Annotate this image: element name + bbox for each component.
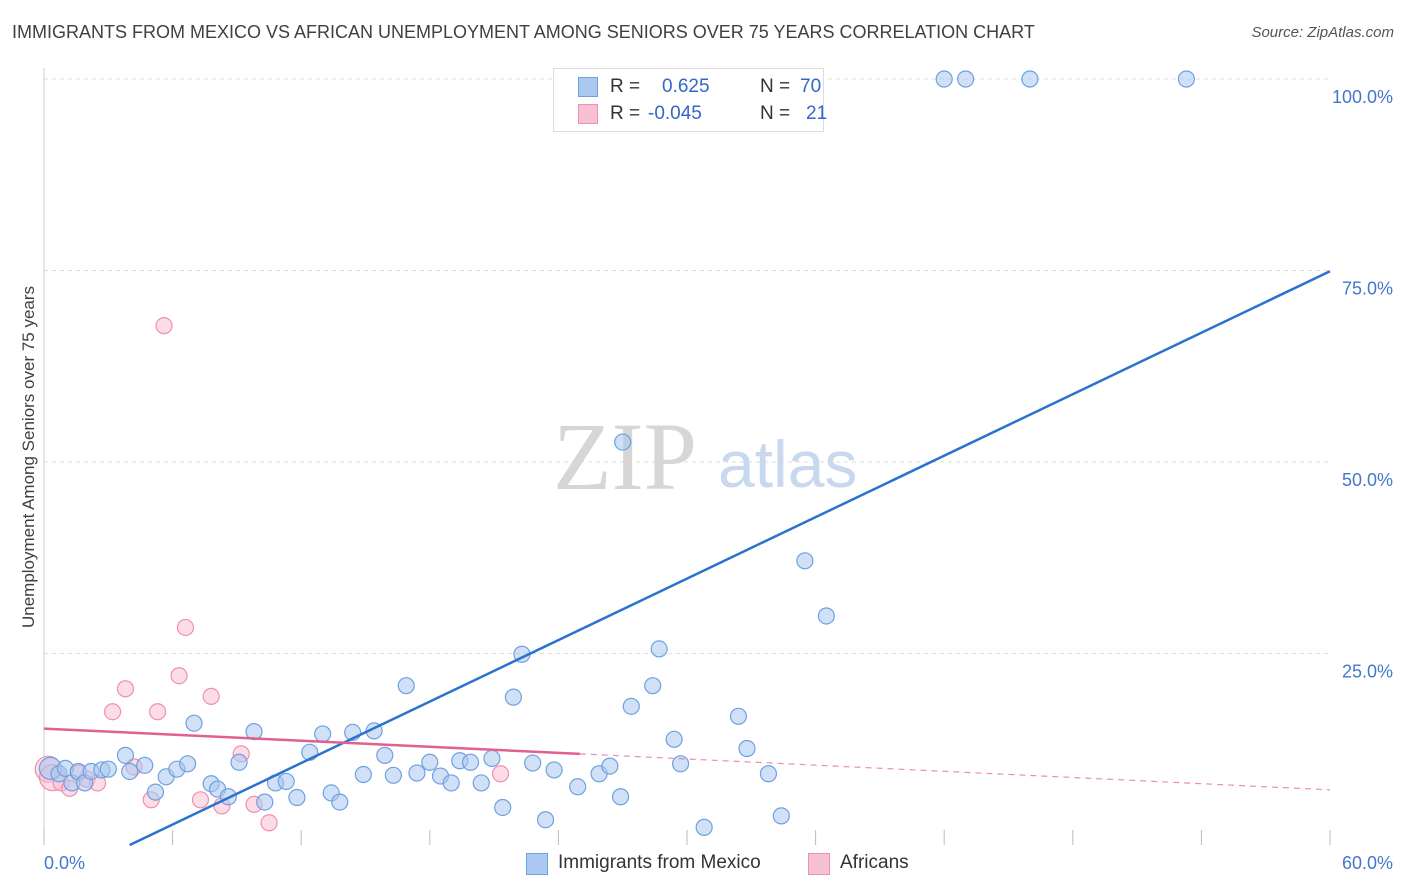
data-point-mexico — [644, 677, 662, 695]
data-point-mexico — [738, 739, 756, 758]
legend-swatch-blue — [578, 77, 598, 97]
data-point-africans — [176, 618, 195, 637]
data-point-mexico — [179, 755, 197, 773]
legend-swatch-blue — [526, 853, 548, 875]
chart-title: IMMIGRANTS FROM MEXICO VS AFRICAN UNEMPL… — [12, 22, 1035, 42]
data-point-mexico — [185, 714, 203, 732]
legend-swatch-pink — [808, 853, 830, 875]
data-point-mexico — [729, 707, 748, 725]
data-point-mexico — [442, 774, 460, 792]
data-point-mexico — [331, 793, 349, 811]
bottom-legend-label: Immigrants from Mexico — [558, 852, 761, 873]
data-point-mexico — [622, 697, 640, 715]
data-point-mexico — [146, 783, 165, 801]
legend-n-label: N = — [760, 76, 791, 97]
watermark-zip: ZIP — [553, 403, 697, 510]
data-point-mexico — [288, 788, 306, 807]
data-point-mexico — [671, 755, 690, 773]
data-point-mexico — [116, 746, 135, 764]
data-point-mexico — [695, 818, 713, 836]
legend-r-label: R = — [610, 103, 641, 124]
data-point-mexico — [504, 688, 522, 706]
legend-n-value: 70 — [800, 76, 822, 97]
data-point-mexico — [494, 798, 512, 817]
data-point-mexico — [421, 753, 439, 771]
data-point-africans — [103, 703, 122, 721]
series-africans — [34, 317, 510, 832]
data-point-africans — [170, 667, 188, 685]
trend-line-africans — [43, 727, 580, 756]
data-point-africans — [202, 687, 220, 705]
correlation-legend: R = 0.625 N = 70 R = -0.045 N = 21 — [553, 68, 828, 132]
legend-n-label: N = — [760, 103, 791, 124]
legend-r-label: R = — [610, 76, 641, 97]
bottom-legend-label: Africans — [840, 852, 909, 873]
data-point-mexico — [759, 765, 778, 783]
trend-line-mexico — [129, 270, 1331, 847]
data-point-africans — [191, 791, 210, 809]
data-point-mexico — [817, 607, 835, 625]
data-point-mexico — [796, 552, 814, 570]
y-tick-label: 50.0% — [1342, 470, 1393, 490]
data-point-africans — [116, 680, 135, 698]
data-point-africans — [155, 317, 173, 335]
x-tick-label-max: 60.0% — [1342, 853, 1393, 873]
data-point-mexico — [230, 753, 248, 771]
data-point-mexico — [483, 749, 501, 768]
x-tick-label-min: 0.0% — [44, 853, 85, 873]
data-point-mexico — [772, 807, 790, 825]
legend-swatch-pink — [578, 104, 598, 124]
watermark-atlas: atlas — [718, 427, 857, 501]
trend-lines — [43, 270, 1331, 847]
data-point-mexico — [1177, 70, 1195, 88]
data-point-mexico — [569, 778, 587, 796]
y-tick-label: 100.0% — [1332, 87, 1393, 107]
tick-labels: 25.0% 50.0% 75.0% 100.0% 0.0% 60.0% — [44, 87, 1393, 873]
data-point-mexico — [1021, 70, 1039, 88]
source-label: Source: ZipAtlas.com — [1251, 24, 1394, 41]
data-point-mexico — [136, 756, 154, 774]
data-point-mexico — [472, 774, 490, 792]
legend-n-value: 21 — [806, 103, 828, 124]
data-point-mexico — [408, 764, 426, 782]
data-point-mexico — [536, 811, 555, 829]
trend-line-africans-extension — [579, 753, 1331, 791]
data-point-mexico — [314, 725, 332, 743]
data-point-africans — [491, 765, 510, 783]
data-point-africans — [148, 703, 167, 721]
data-point-mexico — [935, 70, 953, 88]
data-point-mexico — [957, 70, 975, 88]
data-point-mexico — [376, 746, 394, 764]
data-point-mexico — [601, 757, 619, 775]
data-point-mexico — [545, 761, 563, 779]
data-point-mexico — [397, 677, 415, 695]
data-point-mexico — [461, 753, 480, 771]
data-point-mexico — [277, 772, 295, 791]
data-point-mexico — [354, 765, 372, 784]
legend-r-value: 0.625 — [662, 76, 710, 97]
y-tick-label: 75.0% — [1342, 279, 1393, 299]
data-point-mexico — [524, 754, 542, 772]
data-point-mexico — [650, 640, 668, 658]
series-immigrants-from-mexico — [38, 70, 1195, 836]
data-point-mexico — [614, 433, 632, 451]
y-tick-label: 25.0% — [1342, 662, 1393, 682]
data-point-mexico — [256, 793, 274, 811]
axis-ticks — [43, 830, 1331, 845]
data-point-mexico — [665, 730, 683, 748]
legend-r-value: -0.045 — [648, 103, 702, 124]
data-point-africans — [260, 814, 278, 832]
data-point-mexico — [384, 766, 402, 784]
data-point-mexico — [99, 760, 117, 778]
data-point-mexico — [611, 788, 630, 806]
data-point-mexico — [121, 762, 139, 781]
